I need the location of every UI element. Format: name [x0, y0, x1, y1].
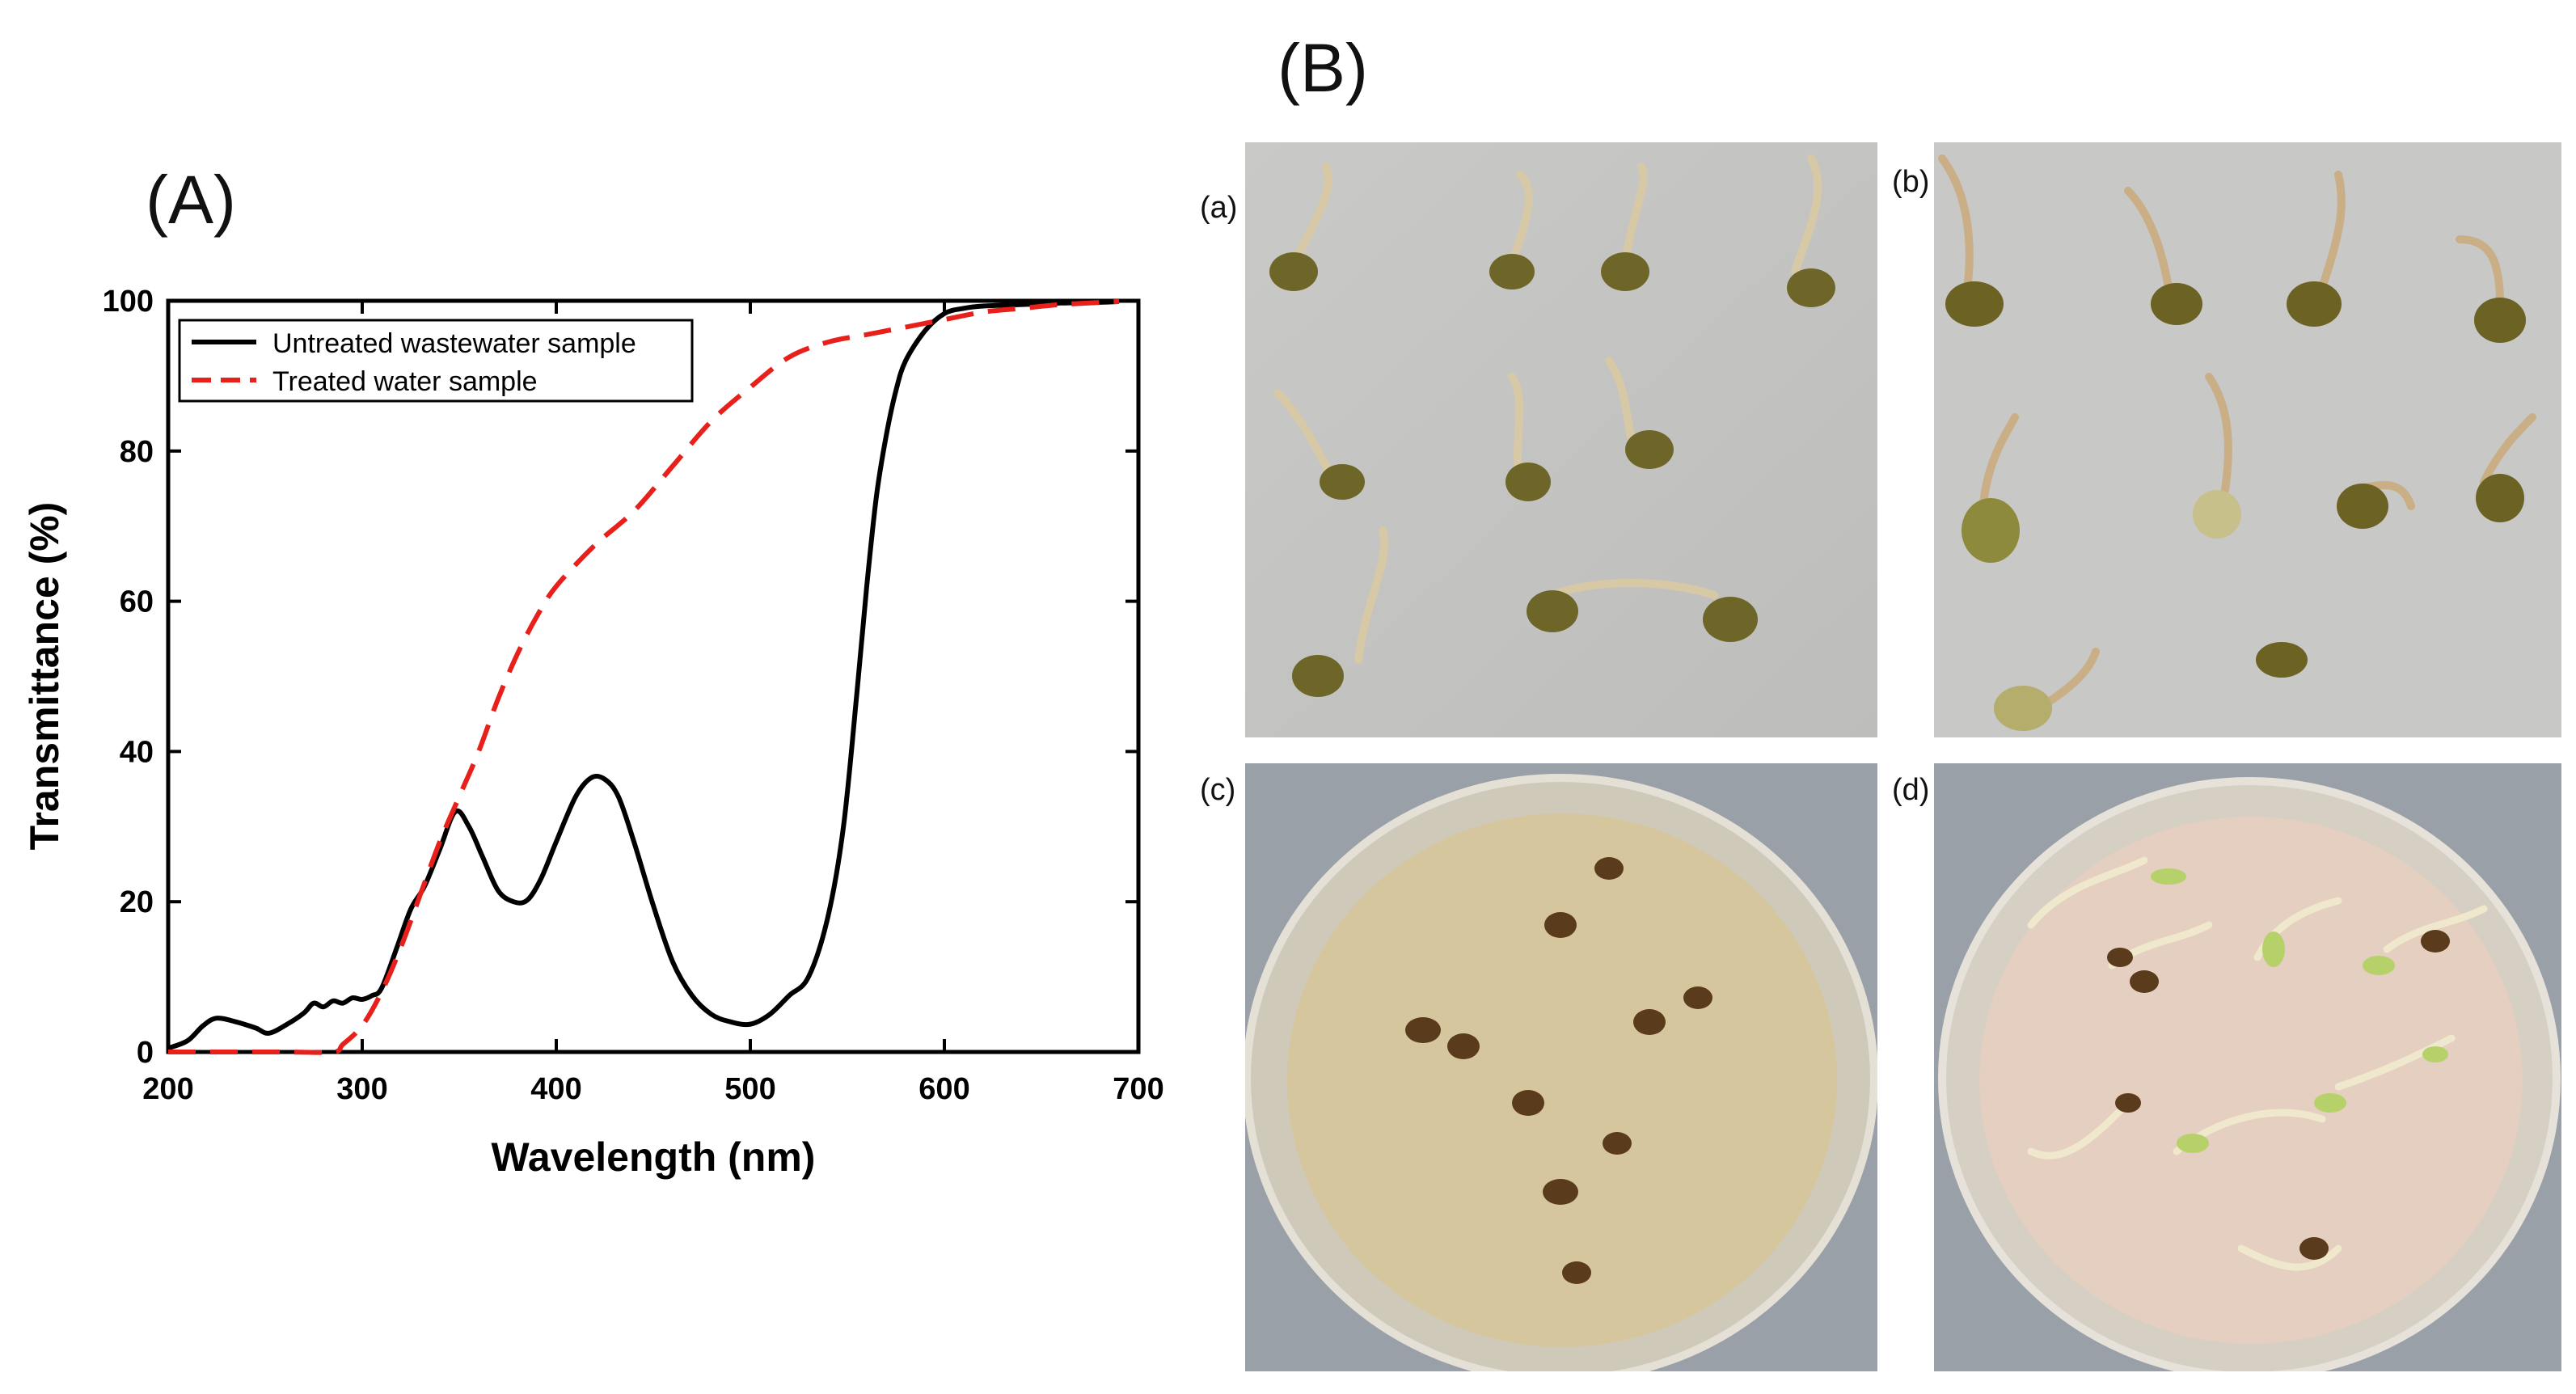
series-line-treated — [168, 298, 1120, 1055]
x-tick-label: 700 — [1113, 1072, 1163, 1106]
photo-label-c: (c) — [1200, 773, 1236, 807]
panel-a-label: (A) — [146, 162, 236, 238]
y-tick-label: 20 — [120, 885, 154, 919]
photo-b-sprouts — [1934, 142, 2561, 737]
y-tick-label: 0 — [137, 1036, 154, 1070]
photo-label-a: (a) — [1200, 191, 1238, 225]
transmittance-line-chart: 200 300 400 500 600 700 0 20 40 60 80 100 Wavelengt… — [22, 285, 1164, 1180]
axis-ticks: 200 300 400 500 600 700 0 20 40 60 80 100 — [103, 285, 1164, 1106]
photo-d-petri-dish — [1934, 763, 2561, 1371]
x-tick-label: 300 — [336, 1072, 387, 1106]
y-tick-label: 60 — [120, 585, 154, 619]
series-lines — [167, 298, 1120, 1055]
legend-label-treated: Treated water sample — [272, 366, 538, 397]
y-tick-label: 100 — [103, 285, 154, 319]
series-line-untreated — [167, 298, 1120, 1051]
x-tick-label: 200 — [142, 1072, 193, 1106]
y-tick-label: 80 — [120, 435, 154, 469]
legend-label-untreated: Untreated wastewater sample — [272, 328, 636, 359]
y-axis-label: Transmittance (%) — [22, 502, 67, 851]
x-tick-label: 400 — [530, 1072, 581, 1106]
photo-c-petri-dish — [1245, 763, 1877, 1371]
photo-label-d: (d) — [1892, 773, 1930, 807]
photo-a-sprouts — [1245, 142, 1877, 737]
y-tick-label: 40 — [120, 735, 154, 769]
plot-frame — [166, 298, 1141, 1054]
x-tick-label: 500 — [724, 1072, 775, 1106]
photo-label-b: (b) — [1892, 165, 1930, 199]
legend-box — [178, 319, 694, 403]
x-axis-label: Wavelength (nm) — [492, 1134, 816, 1180]
x-tick-label: 600 — [918, 1072, 969, 1106]
legend: Untreated wastewater sample Treated wate… — [178, 319, 694, 403]
panel-b-label: (B) — [1277, 30, 1368, 106]
